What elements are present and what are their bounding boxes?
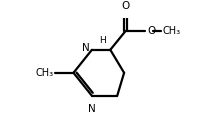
Text: N: N — [82, 43, 90, 53]
Text: CH₃: CH₃ — [163, 26, 181, 36]
Text: O: O — [147, 26, 155, 36]
Text: H: H — [99, 36, 106, 45]
Text: O: O — [121, 1, 129, 11]
Text: N: N — [88, 104, 96, 114]
Text: CH₃: CH₃ — [35, 68, 53, 78]
